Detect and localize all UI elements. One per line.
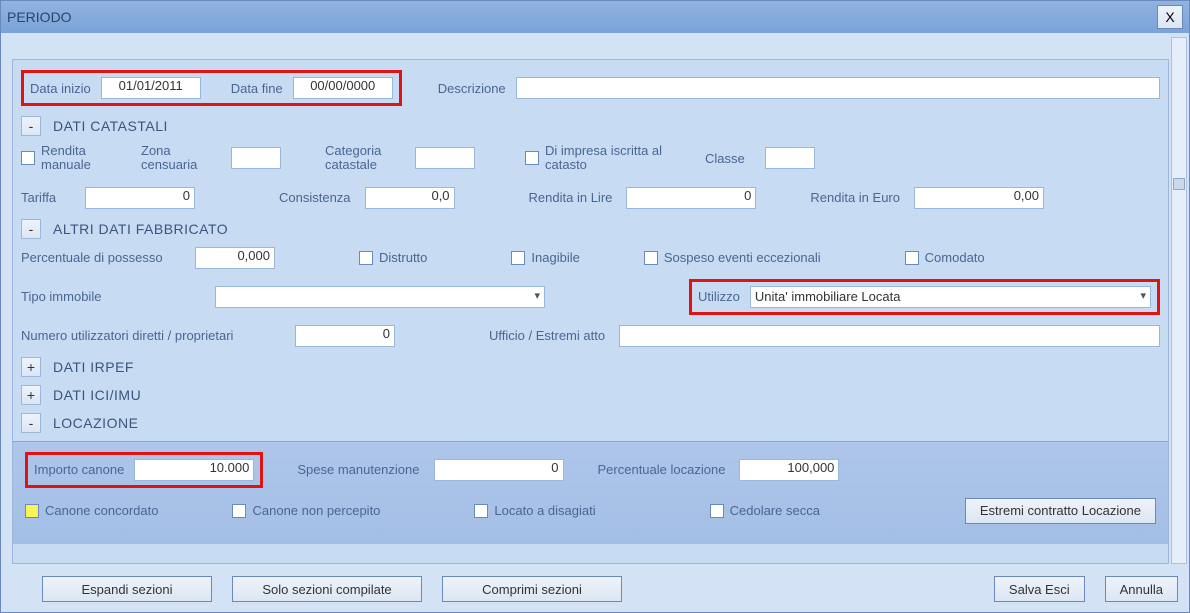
data-inizio-input[interactable]: 01/01/2011: [101, 77, 201, 99]
ufficio-label: Ufficio / Estremi atto: [489, 328, 605, 343]
inagibile-checkbox[interactable]: [511, 251, 525, 265]
canone-non-percepito-checkbox[interactable]: [232, 504, 246, 518]
percentuale-possesso-input[interactable]: 0,000: [195, 247, 275, 269]
percentuale-locazione-label: Percentuale locazione: [598, 462, 726, 477]
collapse-altri-dati[interactable]: -: [21, 219, 41, 239]
di-impresa-label: Di impresa iscritta al catasto: [545, 144, 665, 173]
utilizzo-select[interactable]: Unita' immobiliare Locata: [750, 286, 1151, 308]
sospeso-label: Sospeso eventi eccezionali: [664, 250, 821, 265]
distrutto-label: Distrutto: [379, 250, 427, 265]
classe-label: Classe: [705, 151, 745, 166]
classe-input[interactable]: [765, 147, 815, 169]
ufficio-input[interactable]: [619, 325, 1160, 347]
scrollbar-thumb[interactable]: [1173, 178, 1185, 190]
salva-esci-button[interactable]: Salva Esci: [994, 576, 1085, 602]
comprimi-sezioni-button[interactable]: Comprimi sezioni: [442, 576, 622, 602]
period-dates-highlight: Data inizio 01/01/2011 Data fine 00/00/0…: [21, 70, 402, 106]
rendita-manuale-label: Rendita manuale: [41, 144, 101, 173]
utilizzo-label: Utilizzo: [698, 289, 740, 304]
window-title: PERIODO: [7, 9, 72, 25]
expand-dati-ici[interactable]: +: [21, 385, 41, 405]
data-fine-input[interactable]: 00/00/0000: [293, 77, 393, 99]
rendita-euro-input[interactable]: 0,00: [914, 187, 1044, 209]
descrizione-input[interactable]: [516, 77, 1160, 99]
section-altri-dati: - ALTRI DATI FABBRICATO: [21, 219, 1160, 239]
percentuale-possesso-label: Percentuale di possesso: [21, 250, 181, 265]
rendita-lire-label: Rendita in Lire: [529, 190, 613, 205]
inagibile-label: Inagibile: [531, 250, 579, 265]
rendita-manuale-checkbox[interactable]: [21, 151, 35, 165]
tipo-immobile-select[interactable]: [215, 286, 545, 308]
categoria-catastale-input[interactable]: [415, 147, 475, 169]
rendita-lire-input[interactable]: 0: [626, 187, 756, 209]
annulla-button[interactable]: Annulla: [1105, 576, 1178, 602]
zona-censuaria-label: Zona censuaria: [141, 144, 211, 173]
spese-manutenzione-input[interactable]: 0: [434, 459, 564, 481]
collapse-dati-catastali[interactable]: -: [21, 116, 41, 136]
locazione-panel: Importo canone 10.000 Spese manutenzione…: [13, 441, 1168, 544]
titlebar: PERIODO X: [1, 1, 1189, 33]
distrutto-checkbox[interactable]: [359, 251, 373, 265]
section-dati-irpef: + DATI IRPEF: [21, 357, 1160, 377]
comodato-checkbox[interactable]: [905, 251, 919, 265]
tariffa-input[interactable]: 0: [85, 187, 195, 209]
close-button[interactable]: X: [1157, 5, 1183, 29]
periodo-window: PERIODO X Data inizio 01/01/2011 Data fi…: [0, 0, 1190, 613]
zona-censuaria-input[interactable]: [231, 147, 281, 169]
expand-dati-irpef[interactable]: +: [21, 357, 41, 377]
espandi-sezioni-button[interactable]: Espandi sezioni: [42, 576, 212, 602]
importo-canone-label: Importo canone: [34, 462, 124, 477]
estremi-contratto-button[interactable]: Estremi contratto Locazione: [965, 498, 1156, 524]
bottom-toolbar: Espandi sezioni Solo sezioni compilate C…: [12, 576, 1178, 602]
section-dati-ici: + DATI ICI/IMU: [21, 385, 1160, 405]
data-inizio-label: Data inizio: [30, 81, 91, 96]
rendita-euro-label: Rendita in Euro: [810, 190, 900, 205]
tariffa-label: Tariffa: [21, 190, 71, 205]
canone-non-percepito-label: Canone non percepito: [252, 503, 380, 518]
sospeso-checkbox[interactable]: [644, 251, 658, 265]
numero-utilizzatori-input[interactable]: 0: [295, 325, 395, 347]
utilizzo-highlight: Utilizzo Unita' immobiliare Locata: [689, 279, 1160, 315]
spese-manutenzione-label: Spese manutenzione: [297, 462, 419, 477]
canone-concordato-checkbox[interactable]: [25, 504, 39, 518]
percentuale-locazione-input[interactable]: 100,000: [739, 459, 839, 481]
descrizione-label: Descrizione: [438, 81, 506, 96]
categoria-catastale-label: Categoria catastale: [325, 144, 395, 173]
cedolare-secca-label: Cedolare secca: [730, 503, 820, 518]
vertical-scrollbar[interactable]: [1171, 37, 1187, 564]
main-panel: Data inizio 01/01/2011 Data fine 00/00/0…: [12, 59, 1169, 564]
numero-utilizzatori-label: Numero utilizzatori diretti / proprietar…: [21, 328, 281, 343]
canone-concordato-label: Canone concordato: [45, 503, 158, 518]
comodato-label: Comodato: [925, 250, 985, 265]
cedolare-secca-checkbox[interactable]: [710, 504, 724, 518]
locato-disagiati-label: Locato a disagiati: [494, 503, 595, 518]
locato-disagiati-checkbox[interactable]: [474, 504, 488, 518]
tipo-immobile-label: Tipo immobile: [21, 289, 131, 304]
di-impresa-checkbox[interactable]: [525, 151, 539, 165]
importo-canone-highlight: Importo canone 10.000: [25, 452, 263, 488]
section-locazione: - LOCAZIONE: [21, 413, 1160, 433]
section-dati-catastali: - DATI CATASTALI: [21, 116, 1160, 136]
consistenza-input[interactable]: 0,0: [365, 187, 455, 209]
consistenza-label: Consistenza: [279, 190, 351, 205]
solo-sezioni-compilate-button[interactable]: Solo sezioni compilate: [232, 576, 422, 602]
collapse-locazione[interactable]: -: [21, 413, 41, 433]
data-fine-label: Data fine: [231, 81, 283, 96]
importo-canone-input[interactable]: 10.000: [134, 459, 254, 481]
